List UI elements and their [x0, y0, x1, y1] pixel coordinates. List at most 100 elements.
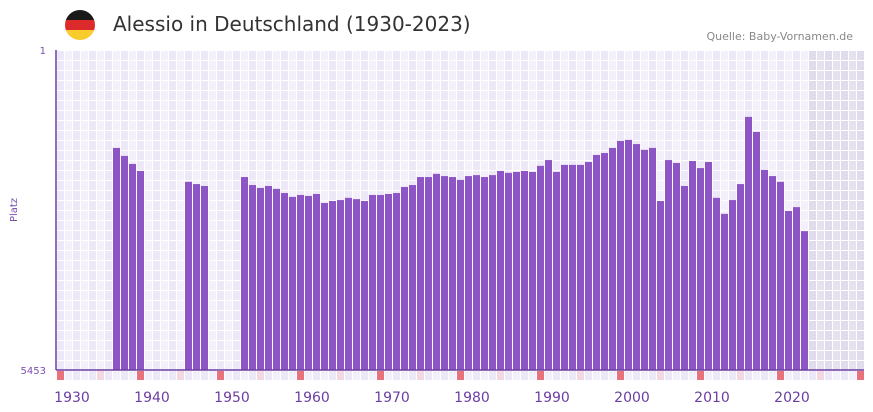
bar-1957[interactable]: [289, 196, 296, 370]
bar-1960[interactable]: [313, 194, 320, 370]
bar-1982[interactable]: [489, 175, 496, 370]
bar-1961[interactable]: [321, 202, 328, 370]
bar-2015[interactable]: [753, 131, 760, 370]
bar-1985[interactable]: [513, 171, 520, 370]
source-link[interactable]: Quelle: Baby-Vornamen.de: [706, 30, 853, 43]
bar-1958[interactable]: [297, 194, 304, 370]
grid-cell: [73, 301, 80, 310]
bar-1966[interactable]: [361, 201, 368, 370]
bar-1969[interactable]: [385, 194, 392, 370]
bar-1984[interactable]: [505, 172, 512, 370]
grid-cell: [401, 181, 408, 190]
grid-cell: [785, 191, 792, 200]
bar-1997[interactable]: [609, 147, 616, 370]
bar-2018[interactable]: [777, 181, 784, 370]
bar-1971[interactable]: [401, 186, 408, 370]
bar-1990[interactable]: [553, 171, 560, 370]
grid-cell: [753, 101, 760, 110]
bar-2008[interactable]: [697, 168, 704, 370]
bar-2017[interactable]: [769, 176, 776, 370]
bar-1988[interactable]: [537, 165, 544, 370]
bar-1977[interactable]: [449, 177, 456, 370]
bar-1981[interactable]: [481, 177, 488, 370]
bar-1956[interactable]: [281, 193, 288, 370]
grid-cell: [585, 141, 592, 150]
bar-1978[interactable]: [457, 179, 464, 370]
grid-cell: [241, 121, 248, 130]
bar-2007[interactable]: [689, 161, 696, 370]
bar-1974[interactable]: [425, 177, 432, 370]
bar-1987[interactable]: [529, 171, 536, 370]
bar-2010[interactable]: [713, 197, 720, 370]
grid-cell: [545, 151, 552, 160]
bar-1999[interactable]: [625, 139, 632, 370]
bar-1955[interactable]: [273, 188, 280, 370]
bar-2016[interactable]: [761, 170, 768, 370]
bar-1951[interactable]: [241, 177, 248, 370]
bar-2004[interactable]: [665, 160, 672, 370]
bar-1973[interactable]: [417, 177, 424, 370]
grid-cell: [161, 221, 168, 230]
bar-2006[interactable]: [681, 186, 688, 370]
bar-1983[interactable]: [497, 170, 504, 370]
grid-cell: [153, 181, 160, 190]
grid-cell: [689, 101, 696, 110]
bar-1979[interactable]: [465, 176, 472, 370]
bar-1945[interactable]: [193, 184, 200, 370]
bar-1959[interactable]: [305, 195, 312, 370]
bar-2009[interactable]: [705, 162, 712, 370]
bar-2002[interactable]: [649, 147, 656, 370]
grid-cell: [97, 91, 104, 100]
bar-1964[interactable]: [345, 197, 352, 370]
bar-1935[interactable]: [113, 147, 120, 370]
bar-1986[interactable]: [521, 170, 528, 370]
bar-2013[interactable]: [737, 184, 744, 370]
grid-cell: [105, 161, 112, 170]
bar-1995[interactable]: [593, 154, 600, 370]
bar-2001[interactable]: [641, 149, 648, 370]
bar-1975[interactable]: [433, 173, 440, 370]
grid-cell: [833, 81, 840, 90]
bar-1953[interactable]: [257, 187, 264, 370]
bar-2012[interactable]: [729, 200, 736, 370]
bar-1963[interactable]: [337, 200, 344, 370]
bar-1970[interactable]: [393, 193, 400, 370]
bar-2011[interactable]: [721, 213, 728, 370]
bar-1952[interactable]: [249, 185, 256, 370]
bar-1965[interactable]: [353, 199, 360, 370]
bar-1976[interactable]: [441, 176, 448, 370]
bar-1954[interactable]: [265, 186, 272, 370]
bar-1938[interactable]: [137, 170, 144, 370]
bar-2000[interactable]: [633, 144, 640, 370]
bar-2021[interactable]: [801, 231, 808, 370]
bar-1996[interactable]: [601, 153, 608, 370]
bar-2003[interactable]: [657, 201, 664, 370]
bar-1962[interactable]: [329, 201, 336, 370]
bar-1989[interactable]: [545, 160, 552, 370]
bar-1992[interactable]: [569, 164, 576, 370]
bar-1946[interactable]: [201, 186, 208, 370]
bar-1994[interactable]: [585, 162, 592, 370]
bar-1972[interactable]: [409, 185, 416, 370]
bar-2020[interactable]: [793, 207, 800, 370]
bar-2014[interactable]: [745, 116, 752, 370]
bar-1936[interactable]: [121, 155, 128, 370]
year-marker: [377, 371, 384, 380]
bar-1980[interactable]: [473, 175, 480, 370]
bar-2019[interactable]: [785, 210, 792, 370]
bar-2005[interactable]: [673, 162, 680, 370]
bar-1998[interactable]: [617, 140, 624, 370]
bar-1944[interactable]: [185, 181, 192, 370]
bar-1993[interactable]: [577, 164, 584, 370]
grid-cell: [121, 141, 128, 150]
grid-cell: [161, 191, 168, 200]
grid-cell: [833, 351, 840, 360]
bar-1937[interactable]: [129, 163, 136, 370]
grid-cell: [233, 331, 240, 340]
grid-cell: [545, 101, 552, 110]
bar-1967[interactable]: [369, 194, 376, 370]
grid-cell: [529, 101, 536, 110]
bar-1968[interactable]: [377, 194, 384, 370]
bar-1991[interactable]: [561, 164, 568, 370]
grid-cell: [321, 51, 328, 60]
